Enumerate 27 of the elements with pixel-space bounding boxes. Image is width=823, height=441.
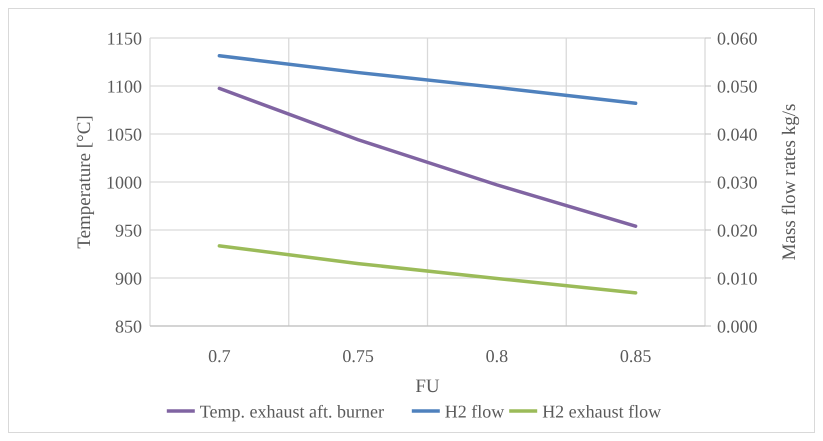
y-tick-label: 950 [115, 220, 142, 240]
y2-tick-label: 0.010 [717, 268, 758, 288]
y-axis-title: Temperature [°C] [74, 115, 95, 249]
y2-tick-label: 0.020 [717, 220, 758, 240]
x-tick-label: 0.85 [620, 346, 652, 366]
y2-tick-label: 0.000 [717, 316, 758, 336]
x-tick-label: 0.7 [208, 346, 231, 366]
x-tick-label: 0.75 [342, 346, 374, 366]
y2-axis-title: Mass flow rates kg/s [779, 104, 800, 260]
y-tick-label: 900 [115, 268, 142, 288]
line-series [218, 86, 638, 228]
y2-tick-label: 0.060 [717, 28, 758, 48]
x-tick-label: 0.8 [486, 346, 508, 366]
y-tick-label: 1100 [106, 76, 142, 96]
legend-label: Temp. exhaust aft. burner [200, 401, 384, 422]
y-tick-label: 1150 [106, 28, 142, 48]
y-tick-label: 1050 [106, 124, 142, 144]
legend-label: H2 exhaust flow [542, 401, 662, 422]
y2-tick-label: 0.040 [717, 124, 758, 144]
legend-label: H2 flow [444, 401, 504, 422]
y-tick-label: 850 [115, 316, 142, 336]
y2-tick-label: 0.050 [717, 76, 758, 96]
line-series [218, 54, 638, 106]
line-series [218, 244, 638, 295]
x-axis-title: FU [415, 376, 440, 397]
y-tick-label: 1000 [106, 172, 142, 192]
y2-tick-label: 0.030 [717, 172, 758, 192]
